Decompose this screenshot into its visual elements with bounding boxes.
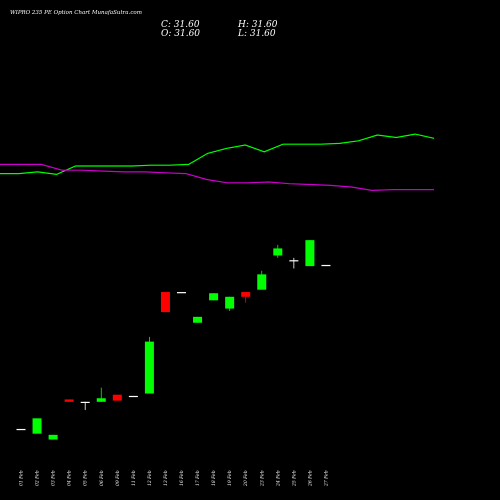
x-tick-label: 13 Feb <box>163 470 169 486</box>
open-readout: O: 31.60 <box>161 29 201 39</box>
x-tick-label: 19 Feb <box>227 470 233 486</box>
x-tick-label: 24 Feb <box>275 470 281 487</box>
x-tick-label: 11 Feb <box>131 470 137 486</box>
high-readout: H: 31.60 <box>238 20 278 30</box>
candle-body <box>305 240 315 267</box>
chart-title: WIPRO 235 PE Option Chart MunafaSutra.co… <box>10 10 142 16</box>
candle-body <box>144 341 154 394</box>
x-tick-label: 09 Feb <box>115 470 121 486</box>
x-tick-label: 16 Feb <box>179 470 185 486</box>
x-tick-label: 23 Feb <box>259 470 265 487</box>
x-tick-label: 06 Feb <box>99 470 105 486</box>
candle-body <box>241 292 251 297</box>
candle-body <box>48 434 58 440</box>
x-tick-label: 20 Feb <box>243 470 249 487</box>
candle-body <box>16 428 26 431</box>
x-tick-label: 02 Feb <box>35 470 41 486</box>
x-tick-label: 27 Feb <box>323 470 329 487</box>
x-tick-label: 01 Feb <box>19 470 25 486</box>
candle-body <box>225 296 235 309</box>
candle-body <box>96 398 106 402</box>
green-line <box>0 133 435 176</box>
candle-body <box>321 264 331 267</box>
x-tick-label: 12 Feb <box>147 470 153 486</box>
candle-body <box>273 248 283 256</box>
candle-body <box>160 292 170 313</box>
candle-body <box>289 260 299 262</box>
close-readout: C: 31.60 <box>161 20 200 30</box>
indicator-lines <box>0 133 435 192</box>
candle-body <box>80 401 90 403</box>
x-tick-label: 26 Feb <box>307 470 313 487</box>
x-axis-labels: 01 Feb 02 Feb 03 Feb 04 Feb 05 Feb 06 Feb 09 F… <box>19 470 330 487</box>
x-tick-label: 25 Feb <box>291 470 297 487</box>
x-tick-label: 04 Feb <box>67 470 73 486</box>
candle-body <box>177 292 186 294</box>
low-readout: L: 31.60 <box>238 29 276 39</box>
candle-body <box>32 418 42 434</box>
candle-body <box>128 395 138 398</box>
magenta-line <box>0 163 434 192</box>
candle-body <box>112 394 122 401</box>
candle-body <box>64 399 74 402</box>
x-tick-label: 03 Feb <box>51 470 57 486</box>
x-tick-label: 05 Feb <box>83 470 89 486</box>
candle-body <box>193 316 203 323</box>
x-tick-label: 18 Feb <box>211 470 217 486</box>
x-tick-label: 17 Feb <box>195 470 201 486</box>
candle-body <box>209 293 219 301</box>
candles <box>16 240 331 440</box>
candle-body <box>257 274 267 290</box>
